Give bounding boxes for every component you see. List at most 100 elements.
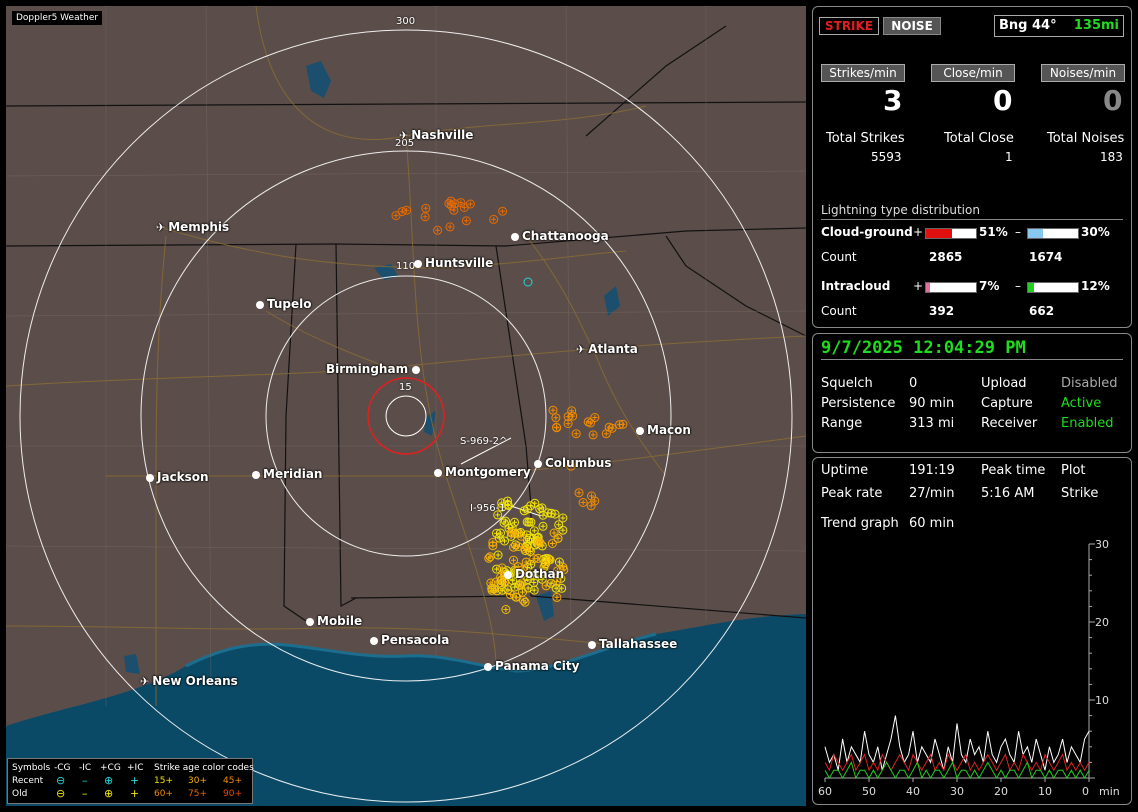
capture-label: Capture xyxy=(981,396,1033,411)
airport-icon: ✈ xyxy=(140,675,150,688)
strike-marker xyxy=(526,501,536,511)
strike-marker-cross xyxy=(523,559,529,565)
strike-marker xyxy=(571,429,581,439)
strike-marker-cross xyxy=(510,578,516,584)
legend-col-pos-ic: +IC xyxy=(127,763,144,773)
upload-value: Disabled xyxy=(1061,376,1118,391)
map-canvas xyxy=(6,6,806,806)
legend-row-old: Old xyxy=(12,789,28,799)
strike-marker-cross xyxy=(603,431,609,437)
strike-marker xyxy=(402,205,412,215)
strike-marker-cross xyxy=(560,515,566,521)
strike-marker xyxy=(601,429,611,439)
strike-marker-cross xyxy=(511,557,516,563)
neg-ic-old-icon: – xyxy=(82,787,88,800)
city-dothan: Dothan xyxy=(504,567,564,581)
persistence-value: 90 min xyxy=(909,396,955,411)
total-close-label: Total Close xyxy=(944,131,1014,146)
strike-marker-cross xyxy=(531,556,537,562)
legend-symbols-label: Symbols xyxy=(12,763,51,773)
intracloud-label: Intracloud xyxy=(821,279,891,293)
strike-marker xyxy=(523,536,533,545)
strike-marker xyxy=(433,225,443,235)
x-axis-label: min xyxy=(1099,785,1120,798)
city-dot-icon xyxy=(146,473,154,482)
ring-label-15: 15 xyxy=(399,382,412,393)
x-tick-label: 40 xyxy=(906,785,920,798)
strike-marker-cross xyxy=(521,508,527,514)
distribution-title: Lightning type distribution xyxy=(821,203,980,217)
ring-label-205: 205 xyxy=(395,138,415,149)
strike-marker xyxy=(500,536,509,546)
city-tallahassee: Tallahassee xyxy=(588,637,677,651)
total-strikes-value: 5593 xyxy=(871,150,902,164)
strike-marker-cross xyxy=(589,493,594,499)
city-dot-icon xyxy=(588,640,596,649)
strike-marker xyxy=(583,417,593,427)
city-birmingham: Birmingham xyxy=(326,362,423,376)
strike-mode-button[interactable]: STRIKE xyxy=(819,17,879,35)
strike-marker-cross xyxy=(498,530,503,536)
y-tick-label: 30 xyxy=(1095,538,1109,551)
age-30: 30+ xyxy=(188,776,207,786)
strike-marker xyxy=(518,565,527,575)
bearing-value: Bng 44° xyxy=(999,18,1057,33)
strike-marker-cross xyxy=(565,414,571,420)
trend-series-2 xyxy=(824,761,1090,780)
peak-time-label: Peak time xyxy=(981,463,1046,478)
lightning-map[interactable]: Doppler5 Weather 300 205 110 15 S-969-2^… xyxy=(6,6,806,806)
city-dot-icon xyxy=(256,300,264,309)
city-montgomery: Montgomery xyxy=(434,465,531,479)
city-dot-icon xyxy=(484,662,492,671)
strike-marker-cross xyxy=(491,216,497,222)
strike-marker xyxy=(546,578,556,588)
strike-marker xyxy=(524,517,534,527)
city-macon: Macon xyxy=(636,423,691,437)
cg-positive-count: 2865 xyxy=(929,250,963,264)
neg-cg-recent-icon: ⊖ xyxy=(56,774,66,787)
strike-marker-cross xyxy=(490,543,496,549)
strike-marker-cross xyxy=(463,218,469,224)
strike-marker-cross xyxy=(435,227,441,233)
trend-graph: 30 20 10 60 50 40 30 20 10 0 min xyxy=(818,538,1120,798)
strikes-per-min-label[interactable]: Strikes/min xyxy=(821,64,905,82)
strike-marker xyxy=(420,212,430,222)
noises-per-min-label[interactable]: Noises/min xyxy=(1041,64,1125,82)
strike-marker xyxy=(607,423,617,433)
ic-count-label: Count xyxy=(821,304,857,318)
strike-marker-cross xyxy=(568,463,574,469)
neg-cg-old-icon: ⊖ xyxy=(56,787,66,800)
noise-mode-button[interactable]: NOISE xyxy=(883,17,941,35)
strike-marker xyxy=(501,605,511,614)
close-ring xyxy=(367,377,445,455)
strike-marker xyxy=(493,510,503,520)
strike-marker-cross xyxy=(538,573,543,579)
strike-marker xyxy=(568,411,578,421)
city-dot-icon xyxy=(412,365,421,374)
strike-marker xyxy=(465,199,475,209)
strike-marker-cross xyxy=(585,419,591,425)
strike-marker xyxy=(489,214,499,224)
x-tick-label: 20 xyxy=(994,785,1008,798)
strike-marker-cross xyxy=(565,421,571,427)
strike-marker xyxy=(549,528,559,538)
close-per-min-label[interactable]: Close/min xyxy=(931,64,1015,82)
strike-marker-cross xyxy=(509,530,515,536)
upload-label: Upload xyxy=(981,376,1027,391)
strike-marker xyxy=(528,534,538,544)
strike-marker xyxy=(505,590,515,599)
strike-marker-cross xyxy=(525,577,531,582)
trend-label: Trend graph xyxy=(821,516,899,531)
strike-marker xyxy=(446,196,456,206)
strike-marker-cross xyxy=(531,528,537,534)
strike-marker xyxy=(519,506,529,516)
strike-marker xyxy=(522,530,532,540)
strike-marker xyxy=(574,488,584,498)
strike-marker-cross xyxy=(556,522,562,528)
strike-marker xyxy=(497,502,507,512)
strike-marker xyxy=(510,582,520,592)
strike-marker xyxy=(494,533,504,543)
strike-marker xyxy=(516,580,526,590)
legend-col-pos-cg: +CG xyxy=(100,763,121,773)
city-dot-icon xyxy=(434,468,442,477)
